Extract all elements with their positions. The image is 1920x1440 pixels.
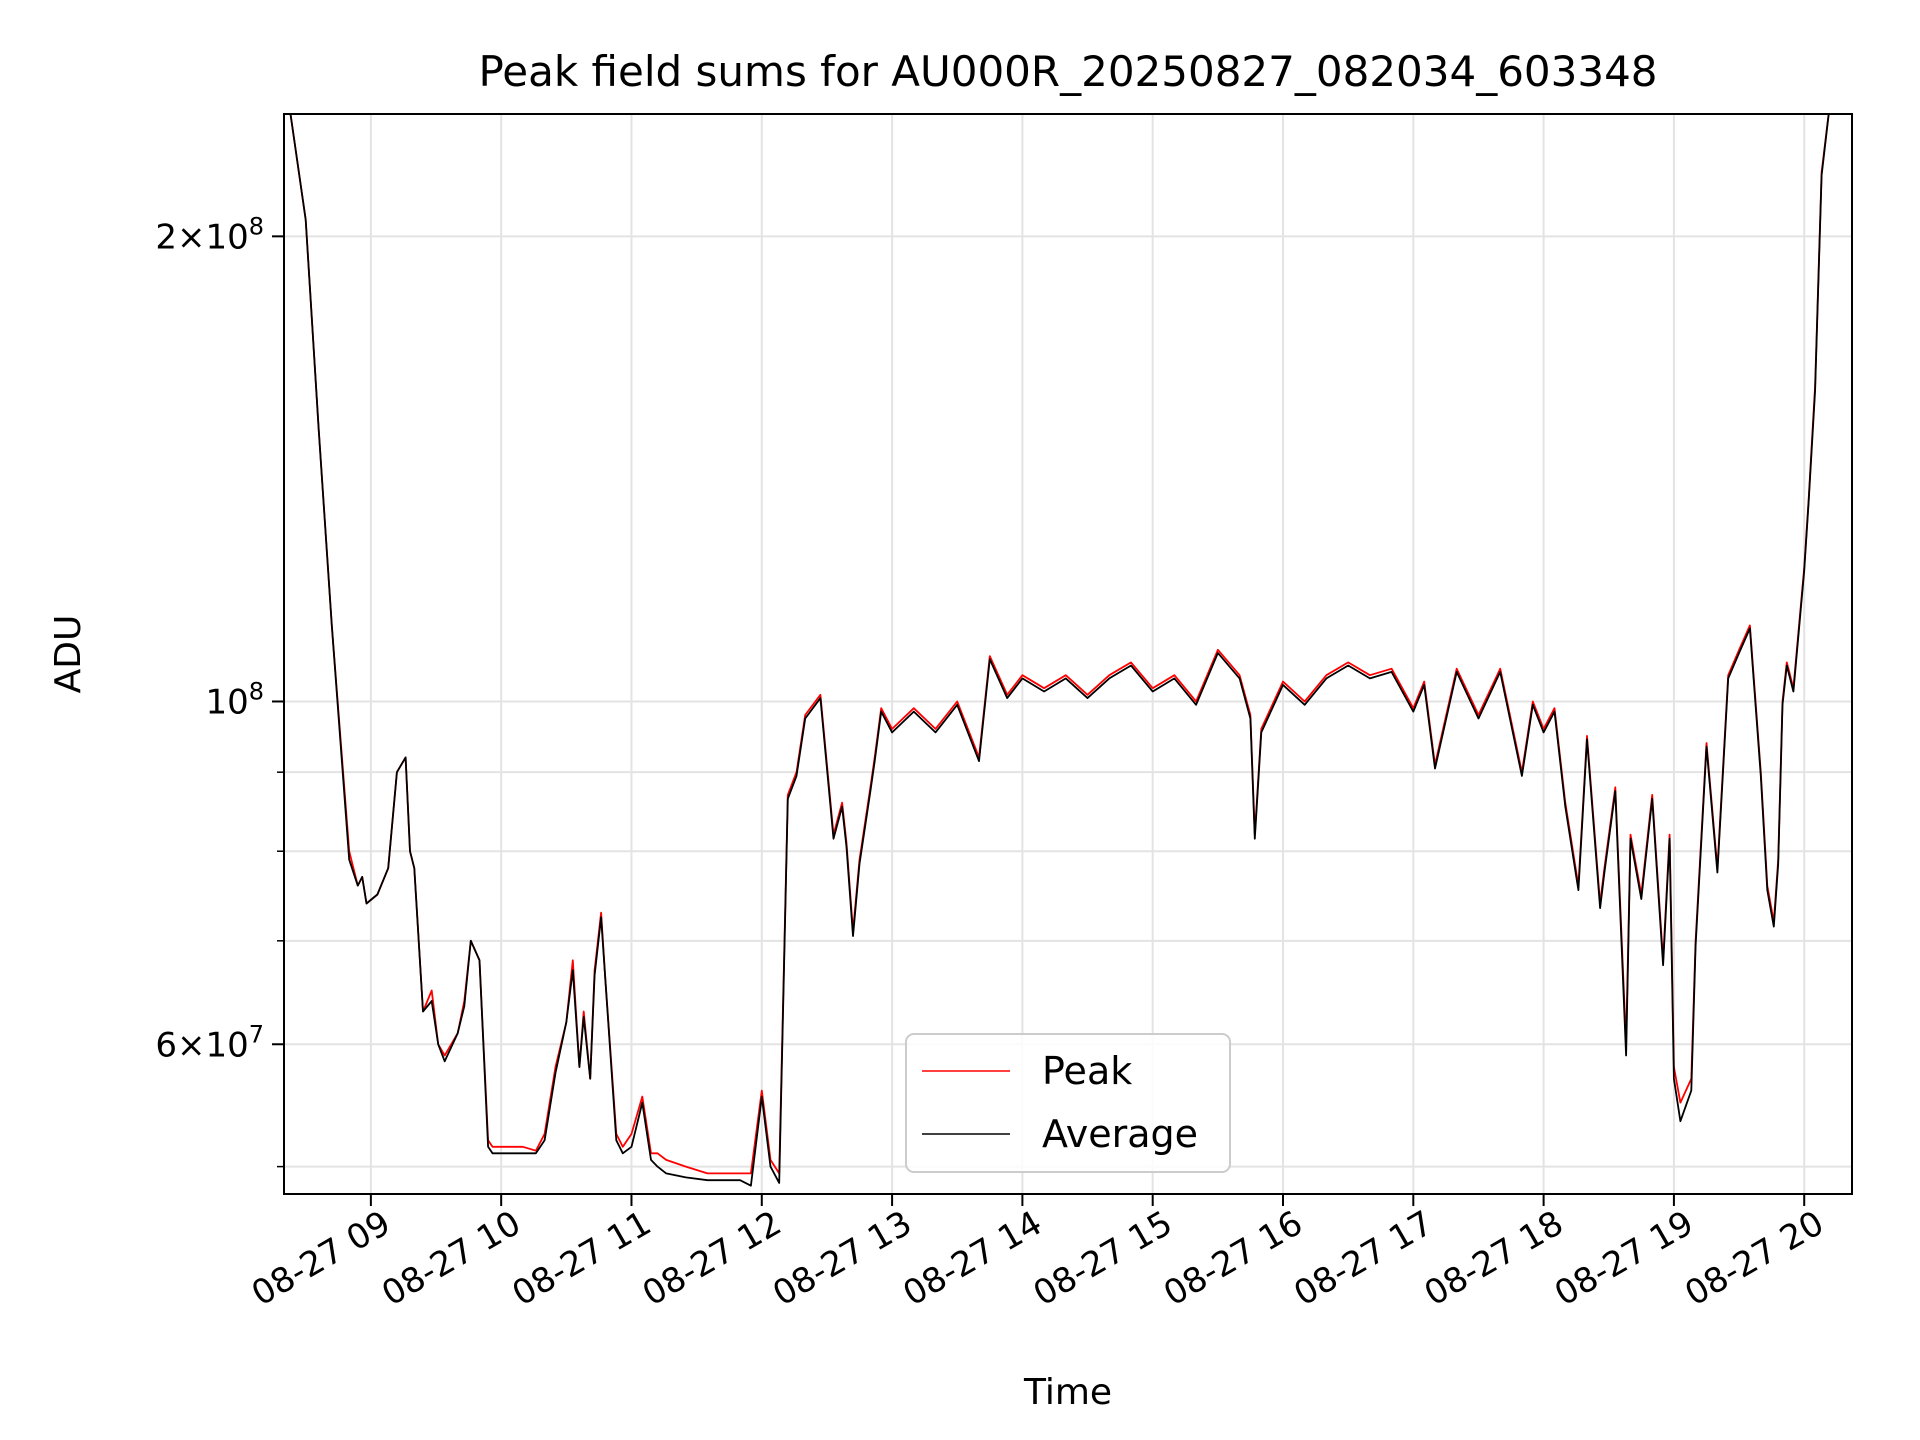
series-line-average — [289, 114, 1830, 1187]
y-tick-label: 6×107 — [155, 1020, 264, 1065]
y-tick-label: 108 — [205, 677, 264, 722]
y-axis-label: ADU — [48, 615, 89, 694]
y-tick-label: 2×108 — [155, 212, 264, 257]
legend-label-peak: Peak — [1042, 1049, 1132, 1093]
plot-area — [284, 114, 1852, 1194]
grid — [284, 114, 1852, 1194]
series-layer — [289, 114, 1830, 1187]
plot-frame — [283, 113, 1853, 1195]
legend-box — [905, 1033, 1231, 1173]
x-axis-label: Time — [1023, 1372, 1112, 1413]
legend: Peak Average — [905, 1033, 1231, 1173]
legend-label-average: Average — [1042, 1112, 1198, 1156]
chart-title: Peak field sums for AU000R_20250827_0820… — [478, 47, 1657, 96]
